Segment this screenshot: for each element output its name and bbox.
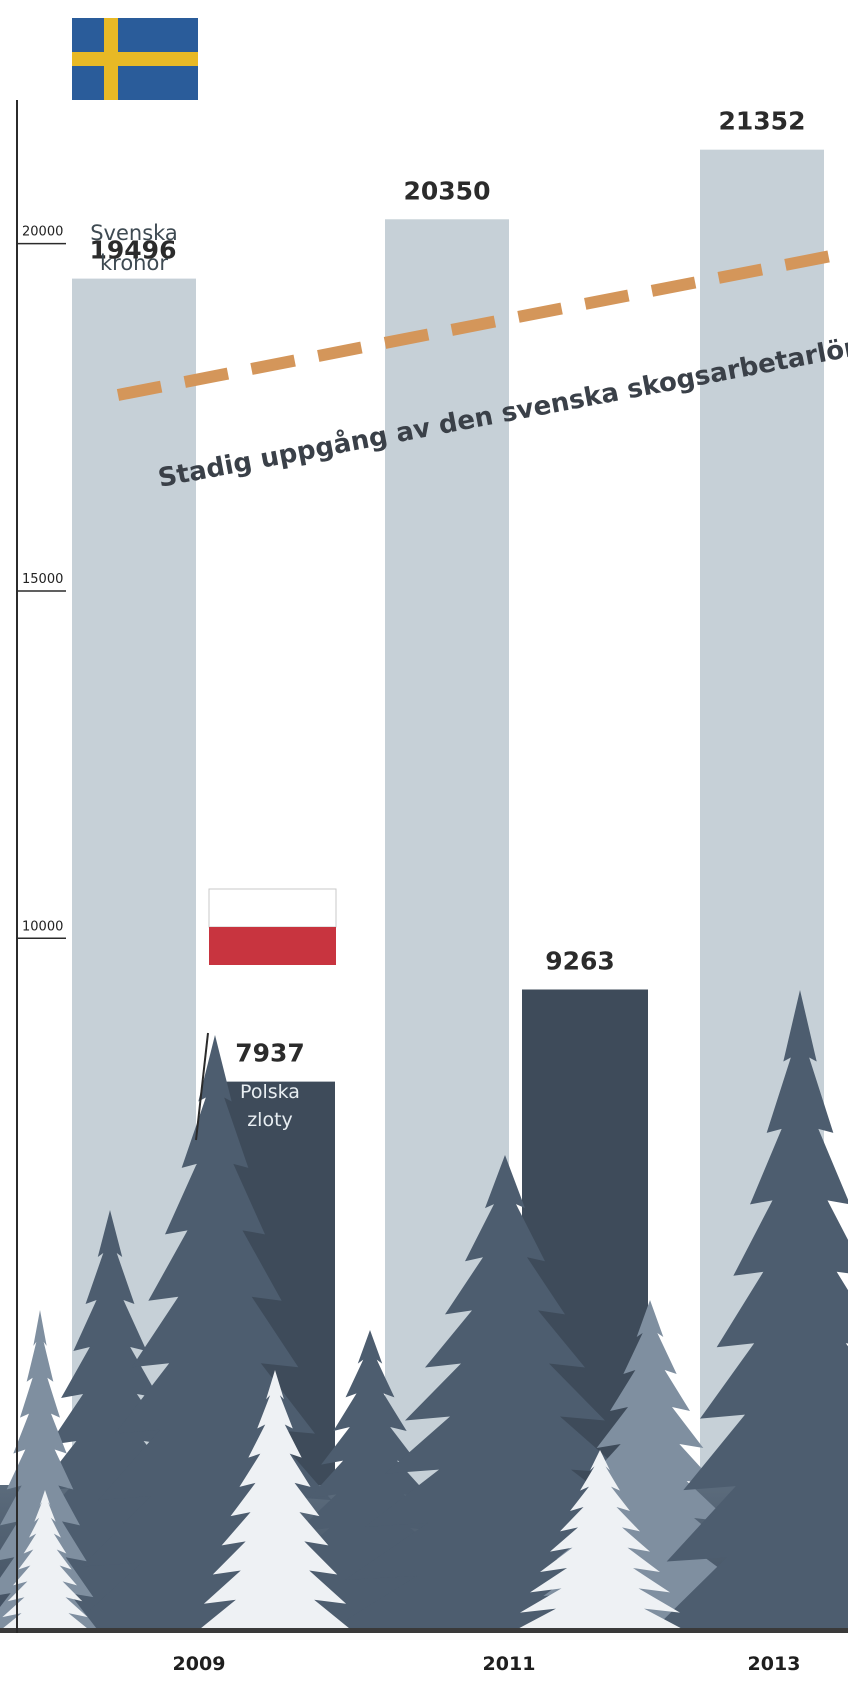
flag-poland-red [209,927,336,965]
flag-poland-white [208,888,337,928]
tree-white-edge [0,1490,93,1633]
tree-right [650,990,848,1633]
tree-white-left [195,1370,355,1633]
value-label-svenska-kronor-2011: 20350 [404,176,491,205]
trend-line [116,249,838,401]
flag-sweden-horizontal-stripe [72,52,198,66]
flags-layer [72,18,337,965]
series-label-svenska-kronor-line-2: kronor [100,251,168,275]
y-tick-label-20000: 20000 [22,225,63,240]
value-label-svenska-kronor-2009: 19496 [90,236,177,265]
series-label-svenska-kronor-line-1: Svenska [90,221,178,245]
y-tick-label-10000: 10000 [22,919,63,934]
x-tick-label-2013: 2013 [748,1653,801,1675]
flag-poland-icon [208,888,337,965]
series-label-polska-zloty-line-1: Polska [240,1081,300,1103]
tree-white-right [510,1450,690,1633]
value-label-polska-zloty-2009: 7937 [235,1039,305,1068]
value-label-svenska-kronor-2013: 21352 [719,107,806,136]
flag-sweden-icon [72,18,198,100]
x-axis-baseline [0,1628,848,1633]
x-tick-label-2009: 2009 [173,1653,226,1675]
value-label-polska-zloty-2011: 9263 [545,946,615,975]
x-tick-label-2011: 2011 [483,1653,536,1675]
pointer-line [195,1032,209,1141]
y-axis: 10000 15000 20000 [16,100,66,1633]
y-tick-label-15000: 15000 [22,572,63,587]
flag-sweden-vertical-stripe [104,18,118,100]
forest-silhouette [0,990,848,1633]
series-label-polska-zloty-line-2: zloty [247,1109,293,1131]
